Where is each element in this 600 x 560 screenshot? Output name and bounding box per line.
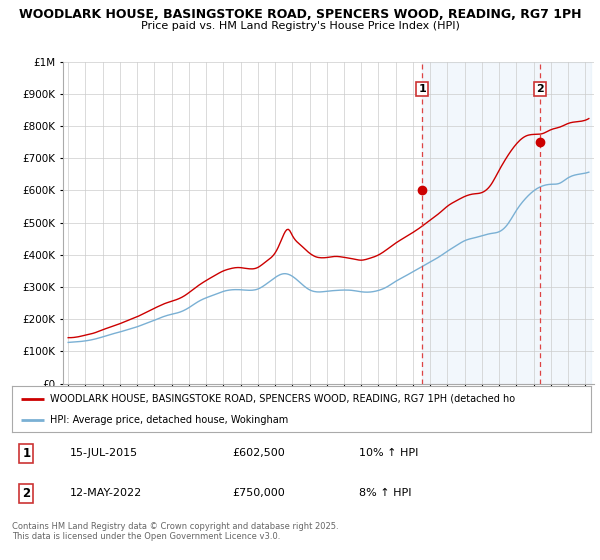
Text: 2: 2: [22, 487, 31, 500]
Text: 1: 1: [22, 447, 31, 460]
Text: 12-MAY-2022: 12-MAY-2022: [70, 488, 142, 498]
Text: 1: 1: [418, 84, 426, 94]
Text: 15-JUL-2015: 15-JUL-2015: [70, 449, 138, 458]
Text: £750,000: £750,000: [232, 488, 285, 498]
Text: HPI: Average price, detached house, Wokingham: HPI: Average price, detached house, Woki…: [50, 415, 288, 425]
Text: 2: 2: [536, 84, 544, 94]
Text: Price paid vs. HM Land Registry's House Price Index (HPI): Price paid vs. HM Land Registry's House …: [140, 21, 460, 31]
Text: WOODLARK HOUSE, BASINGSTOKE ROAD, SPENCERS WOOD, READING, RG7 1PH: WOODLARK HOUSE, BASINGSTOKE ROAD, SPENCE…: [19, 8, 581, 21]
Bar: [422, 62, 590, 384]
Text: Contains HM Land Registry data © Crown copyright and database right 2025.
This d: Contains HM Land Registry data © Crown c…: [12, 522, 338, 542]
Text: 10% ↑ HPI: 10% ↑ HPI: [359, 449, 419, 458]
Text: 8% ↑ HPI: 8% ↑ HPI: [359, 488, 412, 498]
Text: £602,500: £602,500: [232, 449, 285, 458]
Text: WOODLARK HOUSE, BASINGSTOKE ROAD, SPENCERS WOOD, READING, RG7 1PH (detached ho: WOODLARK HOUSE, BASINGSTOKE ROAD, SPENCE…: [50, 394, 515, 404]
